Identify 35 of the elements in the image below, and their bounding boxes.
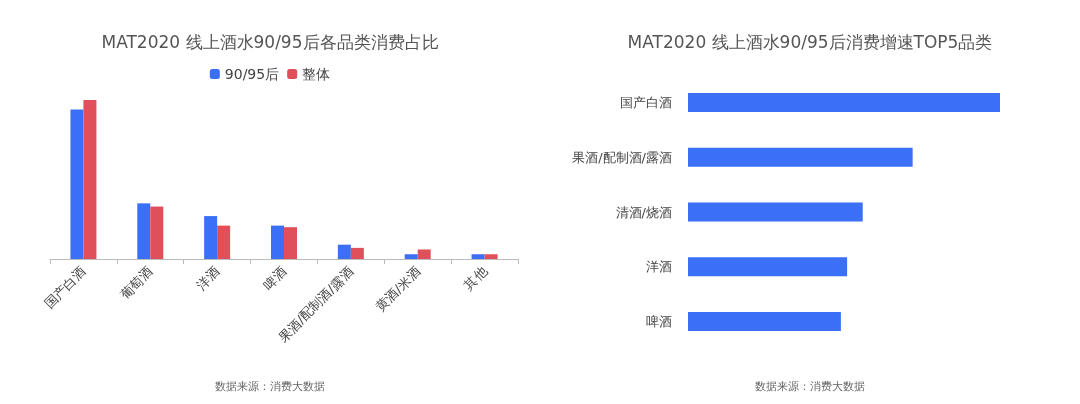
legend-label: 90/95后	[224, 66, 280, 82]
bar	[688, 92, 1000, 112]
y-tick-label: 清酒/烧酒	[615, 204, 672, 220]
y-tick-label: 啤酒	[646, 314, 672, 330]
y-tick-label: 国产白酒	[620, 94, 672, 110]
x-tick-label: 国产白酒	[41, 263, 89, 312]
bar	[337, 244, 351, 259]
bar	[150, 206, 164, 259]
bar	[484, 254, 498, 259]
bar	[471, 254, 485, 259]
x-tick-label: 黄酒/米酒	[372, 263, 424, 315]
bar	[688, 257, 848, 277]
y-tick-label: 果酒/配制酒/露酒	[572, 149, 672, 165]
legend-label: 整体	[302, 66, 331, 82]
bar	[688, 202, 863, 222]
bar	[70, 109, 84, 259]
bar	[688, 147, 913, 167]
x-tick-label: 其他	[460, 263, 490, 293]
source-note: 数据来源：消费大数据	[215, 380, 325, 393]
chart-title: MAT2020 线上酒水90/95后消费增速TOP5品类	[627, 31, 993, 52]
x-tick-label: 啤酒	[260, 263, 290, 293]
bar	[83, 100, 97, 259]
bar	[217, 225, 231, 259]
x-tick-label: 葡萄酒	[117, 263, 156, 302]
source-note: 数据来源：消费大数据	[755, 380, 865, 393]
bar	[404, 254, 418, 259]
bar	[137, 203, 151, 259]
bar	[417, 249, 431, 259]
bar	[284, 227, 297, 259]
chart-title: MAT2020 线上酒水90/95后各品类消费占比	[101, 31, 439, 52]
bar	[271, 225, 284, 259]
bar	[204, 216, 218, 259]
bar	[350, 247, 364, 259]
x-tick-label: 洋酒	[193, 263, 223, 293]
bar	[688, 312, 841, 332]
